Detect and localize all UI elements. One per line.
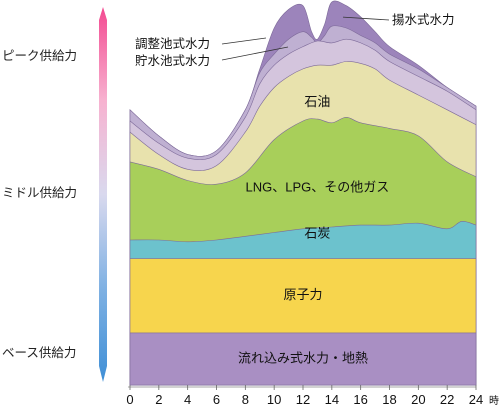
x-axis: 時 0 2 4 6 8 10 12 14 16 18 20 22 24 bbox=[126, 385, 499, 407]
x-tick-label-12: 12 bbox=[296, 392, 310, 407]
callout-pumped: 揚水式水力 bbox=[392, 12, 455, 27]
supply-label-3: ベース供給力 bbox=[2, 346, 76, 360]
supply-label-1: ピーク供給力 bbox=[2, 49, 77, 63]
layer-label-2: 原子力 bbox=[283, 287, 322, 302]
x-tick-label-20: 20 bbox=[411, 392, 425, 407]
callout-pondage: 調整池式水力 bbox=[135, 36, 210, 51]
x-axis-unit: 時 bbox=[489, 395, 499, 407]
callout-pumped-line bbox=[343, 16, 390, 21]
layer-label-4: LNG、LPG、その他ガス bbox=[246, 179, 390, 194]
x-tick-label-18: 18 bbox=[382, 392, 396, 407]
x-tick-label-8: 8 bbox=[242, 392, 249, 407]
x-tick-label-0: 0 bbox=[126, 392, 133, 407]
layer-label-5: 石油 bbox=[304, 94, 330, 109]
x-tick-label-22: 22 bbox=[440, 392, 454, 407]
callout-reservoir-line bbox=[221, 46, 289, 61]
stacked-areas bbox=[129, 0, 477, 386]
x-tick-label-10: 10 bbox=[267, 392, 281, 407]
x-tick-label-16: 16 bbox=[353, 392, 367, 407]
x-tick-label-14: 14 bbox=[325, 392, 339, 407]
x-tick-label-4: 4 bbox=[184, 392, 191, 407]
x-tick-label-24: 24 bbox=[469, 392, 483, 407]
supply-scale-bar bbox=[99, 7, 107, 382]
callout-pondage-line bbox=[221, 37, 267, 45]
supply-label-2: ミドル供給力 bbox=[2, 186, 77, 200]
layer-label-3: 石炭 bbox=[304, 225, 330, 240]
callout-reservoir: 貯水池式水力 bbox=[135, 54, 210, 68]
x-tick-label-2: 2 bbox=[155, 392, 162, 407]
layer-label-1: 流れ込み式水力・地熱 bbox=[238, 350, 368, 365]
x-tick-label-6: 6 bbox=[213, 392, 220, 407]
